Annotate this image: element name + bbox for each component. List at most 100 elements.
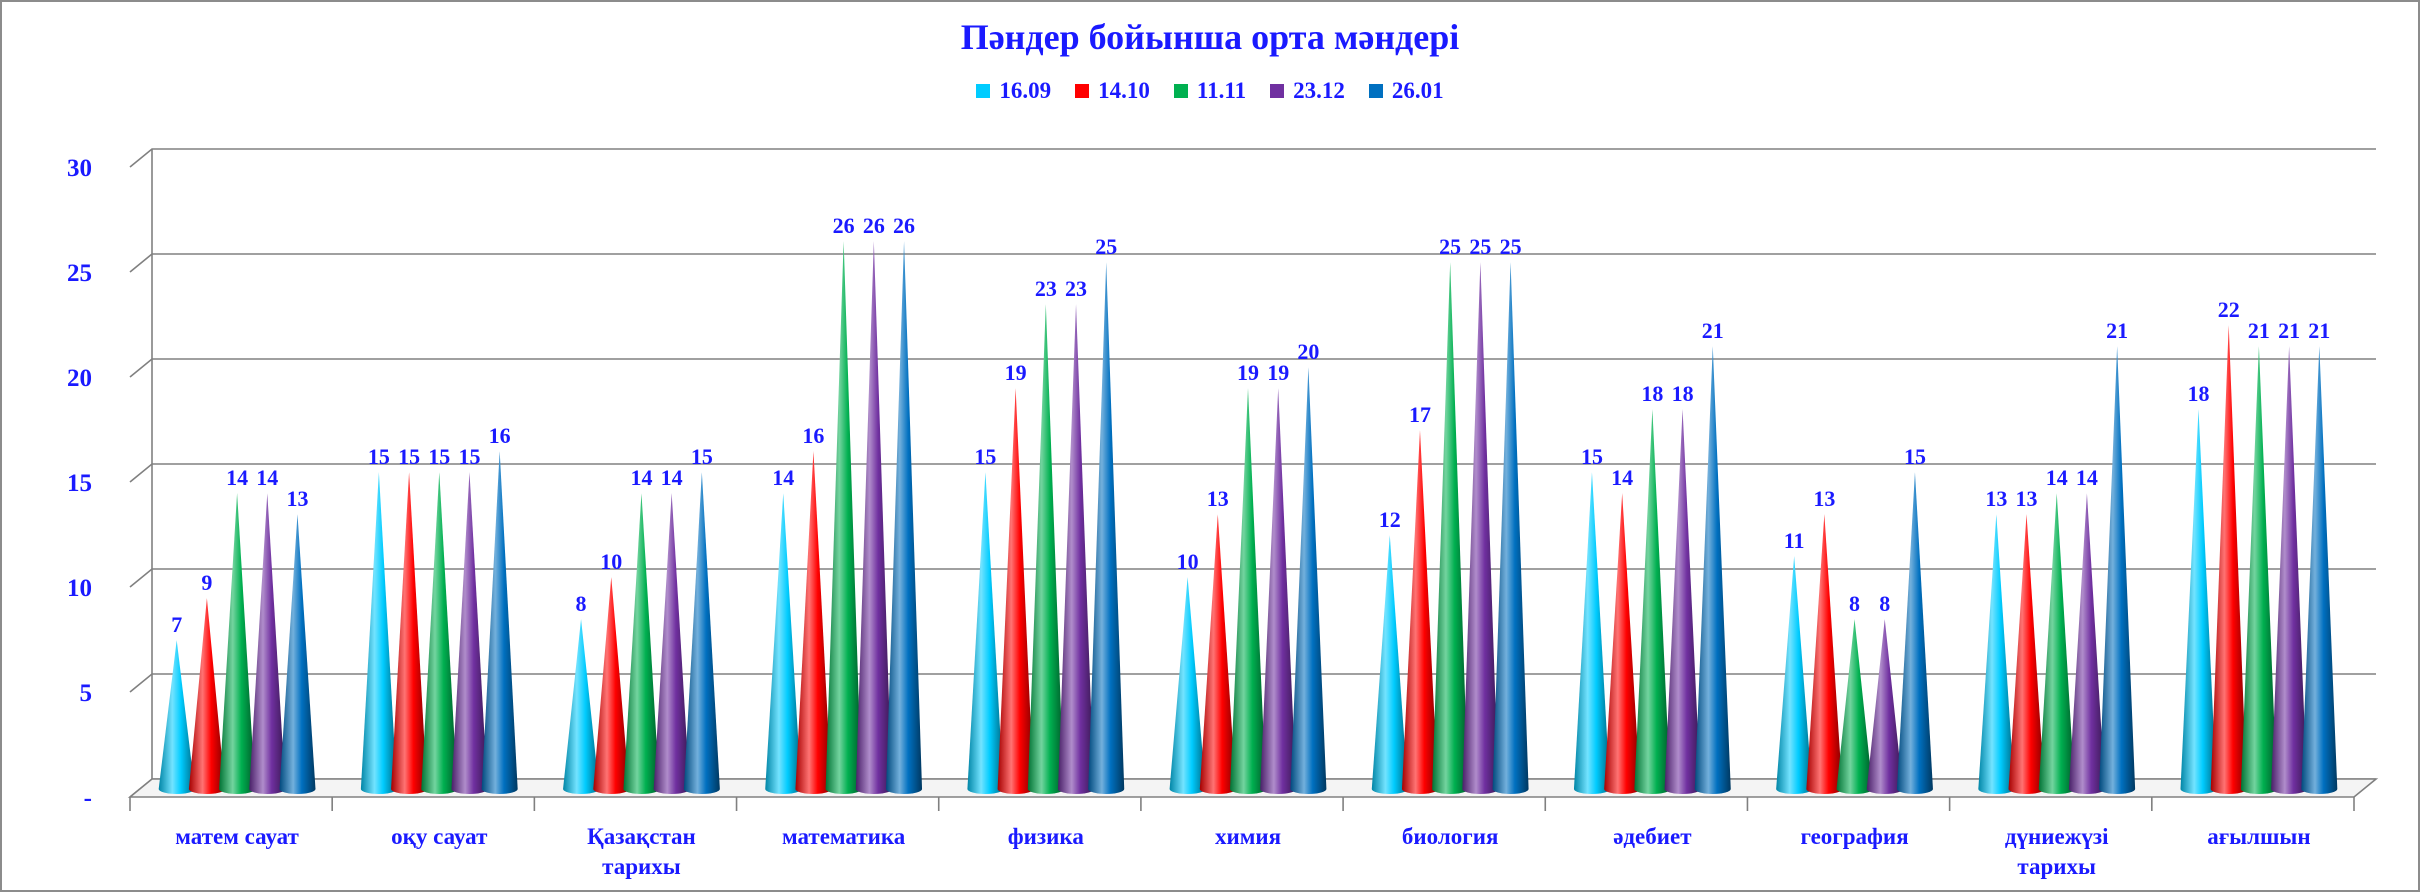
data-label-8-2: 8	[1849, 591, 1860, 616]
data-label-1-1: 15	[398, 444, 420, 469]
data-label-2-1: 10	[600, 549, 622, 574]
bar-2-2	[623, 493, 660, 795]
legend-swatch-3	[1270, 84, 1285, 98]
bar-3-3	[855, 241, 892, 795]
data-label-0-2: 14	[226, 465, 248, 490]
data-label-7-2: 18	[1641, 381, 1663, 406]
data-label-8-1: 13	[1813, 486, 1835, 511]
bar-10-0	[2180, 409, 2217, 795]
bar-3-0	[765, 493, 802, 795]
bar-10-1	[2210, 325, 2247, 795]
data-label-9-4: 21	[2106, 318, 2128, 343]
data-label-4-2: 23	[1035, 276, 1057, 301]
data-label-2-3: 14	[661, 465, 683, 490]
bar-8-1	[1806, 514, 1843, 795]
category-label-7: әдебиет	[1613, 824, 1692, 849]
category-label-6: биология	[1402, 824, 1499, 849]
bar-2-3	[653, 493, 690, 795]
bar-3-4	[886, 241, 923, 795]
bar-9-1	[2008, 514, 2045, 795]
data-label-5-2: 19	[1237, 360, 1259, 385]
legend-swatch-2	[1173, 84, 1188, 98]
data-label-6-0: 12	[1379, 507, 1401, 532]
category-label-4: физика	[1008, 824, 1085, 849]
legend-swatch-1	[1075, 84, 1090, 98]
bar-1-2	[421, 472, 458, 795]
bar-6-1	[1401, 430, 1438, 795]
data-label-9-2: 14	[2046, 465, 2068, 490]
data-label-1-4: 16	[489, 423, 511, 448]
data-label-2-0: 8	[576, 591, 587, 616]
bar-4-3	[1058, 304, 1095, 795]
data-label-6-4: 25	[1500, 234, 1522, 259]
bar-7-1	[1604, 493, 1641, 795]
bar-7-0	[1573, 472, 1610, 795]
legend: 16.09 14.10 11.11 23.12 26.01	[2, 78, 2418, 104]
data-label-3-3: 26	[863, 213, 885, 238]
bar-4-1	[997, 388, 1034, 795]
data-label-3-1: 16	[802, 423, 824, 448]
data-label-2-2: 14	[630, 465, 652, 490]
gridline-6	[129, 148, 2376, 168]
data-label-0-3: 14	[256, 465, 278, 490]
data-label-10-0: 18	[2188, 381, 2210, 406]
bar-4-0	[967, 472, 1004, 795]
data-label-10-3: 21	[2278, 318, 2300, 343]
bar-5-0	[1169, 577, 1206, 795]
data-label-4-3: 23	[1065, 276, 1087, 301]
data-label-8-0: 11	[1784, 528, 1805, 553]
bar-7-4	[1694, 346, 1731, 795]
bar-4-2	[1027, 304, 1064, 795]
bar-5-4	[1290, 367, 1327, 795]
y-tick-label-1: 5	[80, 680, 93, 707]
data-label-4-0: 15	[974, 444, 996, 469]
bar-1-0	[360, 472, 397, 795]
legend-swatch-4	[1368, 84, 1383, 98]
data-label-4-1: 19	[1005, 360, 1027, 385]
bar-3-2	[825, 241, 862, 795]
y-tick-label-3: 15	[67, 470, 92, 497]
bar-0-0	[158, 640, 195, 795]
data-label-9-3: 14	[2076, 465, 2098, 490]
category-label-3: математика	[782, 824, 906, 849]
bar-8-2	[1836, 619, 1873, 795]
y-tick-label-6: 30	[67, 155, 92, 182]
data-label-7-3: 18	[1672, 381, 1694, 406]
legend-label-1: 14.10	[1098, 78, 1150, 103]
bar-10-3	[2271, 346, 2308, 794]
data-label-4-4: 25	[1095, 234, 1117, 259]
data-label-8-4: 15	[1904, 444, 1926, 469]
data-label-10-4: 21	[2308, 318, 2330, 343]
legend-label-3: 23.12	[1293, 78, 1345, 103]
legend-item-1: 14.10	[1075, 78, 1150, 104]
bar-0-3	[249, 493, 286, 795]
legend-label-2: 11.11	[1196, 78, 1247, 103]
bar-0-2	[219, 493, 256, 795]
data-label-9-0: 13	[1985, 486, 2007, 511]
legend-item-2: 11.11	[1173, 78, 1247, 104]
bar-6-3	[1462, 262, 1499, 795]
data-label-5-4: 20	[1297, 339, 1319, 364]
bar-6-4	[1492, 262, 1529, 795]
data-label-7-1: 14	[1611, 465, 1633, 490]
data-label-6-2: 25	[1439, 234, 1461, 259]
data-label-6-3: 25	[1469, 234, 1491, 259]
bar-0-1	[188, 598, 225, 795]
bar-9-2	[2038, 493, 2075, 795]
data-label-1-3: 15	[458, 444, 480, 469]
data-label-5-1: 13	[1207, 486, 1229, 511]
data-label-1-2: 15	[428, 444, 450, 469]
bar-2-0	[563, 619, 600, 794]
data-label-3-4: 26	[893, 213, 915, 238]
legend-label-4: 26.01	[1391, 78, 1444, 103]
bar-10-2	[2240, 346, 2277, 795]
bar-10-4	[2301, 346, 2338, 795]
chart-title: Пәндер бойынша орта мәндері	[960, 17, 1460, 57]
y-tick-label-2: 10	[67, 575, 92, 602]
bar-5-2	[1230, 388, 1266, 794]
bar-9-0	[1978, 514, 2015, 795]
category-label-8: география	[1800, 824, 1908, 849]
bar-1-4	[481, 451, 518, 795]
